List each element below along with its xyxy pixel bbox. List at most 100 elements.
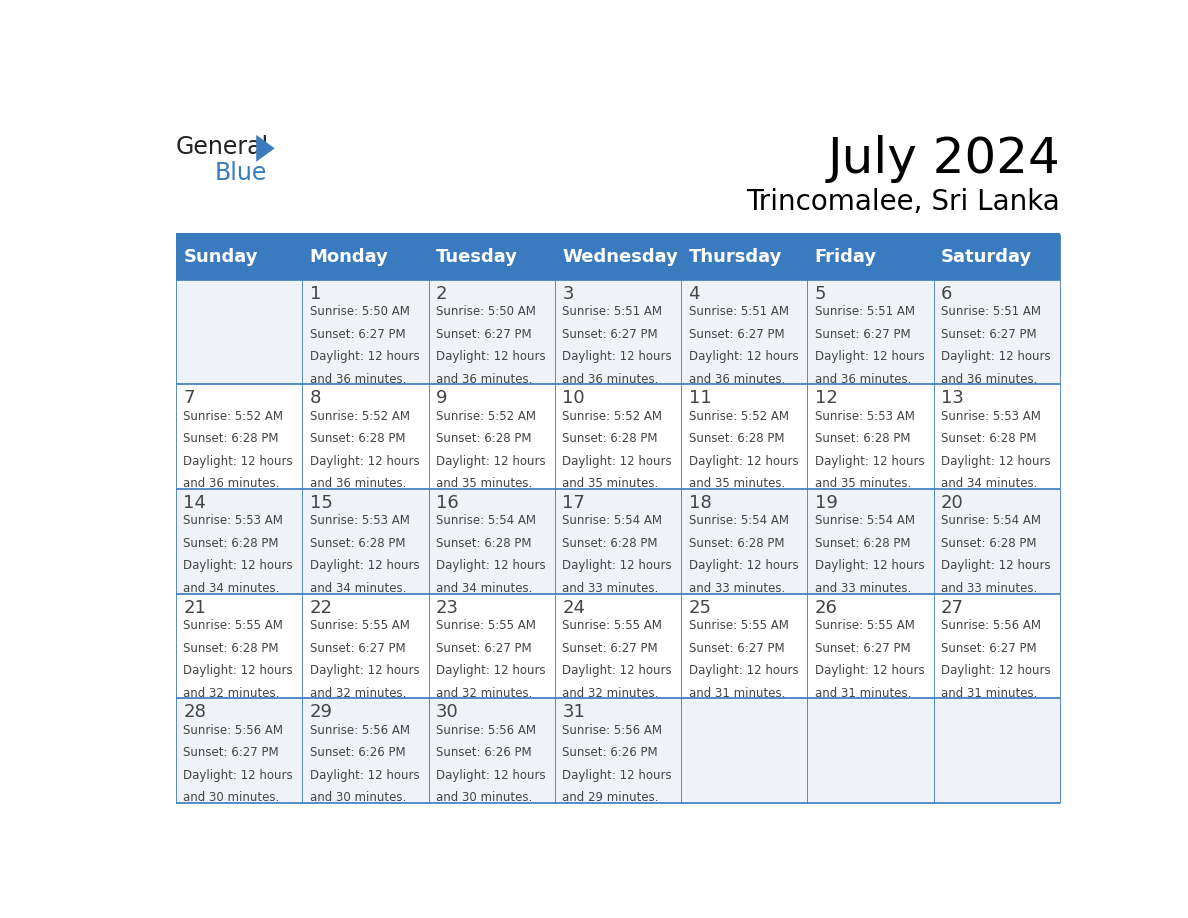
FancyBboxPatch shape xyxy=(934,489,1060,594)
Text: Daylight: 12 hours: Daylight: 12 hours xyxy=(183,559,293,573)
Text: Sunrise: 5:52 AM: Sunrise: 5:52 AM xyxy=(310,409,410,423)
Text: Sunset: 6:28 PM: Sunset: 6:28 PM xyxy=(815,537,910,550)
FancyBboxPatch shape xyxy=(176,594,303,699)
Text: 4: 4 xyxy=(689,285,700,303)
FancyBboxPatch shape xyxy=(555,234,681,280)
Text: Daylight: 12 hours: Daylight: 12 hours xyxy=(562,351,672,364)
Text: Daylight: 12 hours: Daylight: 12 hours xyxy=(436,559,545,573)
Text: and 36 minutes.: and 36 minutes. xyxy=(689,373,785,386)
Text: Daylight: 12 hours: Daylight: 12 hours xyxy=(689,351,798,364)
Text: 18: 18 xyxy=(689,494,712,512)
Text: Sunrise: 5:53 AM: Sunrise: 5:53 AM xyxy=(941,409,1041,423)
FancyBboxPatch shape xyxy=(808,594,934,699)
Text: Daylight: 12 hours: Daylight: 12 hours xyxy=(183,664,293,677)
Text: 9: 9 xyxy=(436,389,448,408)
Text: 3: 3 xyxy=(562,285,574,303)
Text: Daylight: 12 hours: Daylight: 12 hours xyxy=(815,454,924,468)
Text: Daylight: 12 hours: Daylight: 12 hours xyxy=(689,454,798,468)
Text: Sunrise: 5:53 AM: Sunrise: 5:53 AM xyxy=(183,514,284,528)
Text: Sunset: 6:27 PM: Sunset: 6:27 PM xyxy=(562,328,658,341)
Text: Sunset: 6:28 PM: Sunset: 6:28 PM xyxy=(183,432,279,445)
Text: Daylight: 12 hours: Daylight: 12 hours xyxy=(310,351,419,364)
Text: 29: 29 xyxy=(310,703,333,722)
Text: Sunset: 6:27 PM: Sunset: 6:27 PM xyxy=(436,328,532,341)
Text: 2: 2 xyxy=(436,285,448,303)
Text: Sunrise: 5:55 AM: Sunrise: 5:55 AM xyxy=(310,619,410,633)
Text: Sunset: 6:28 PM: Sunset: 6:28 PM xyxy=(183,537,279,550)
FancyBboxPatch shape xyxy=(555,489,681,594)
Text: 13: 13 xyxy=(941,389,963,408)
Text: 5: 5 xyxy=(815,285,827,303)
Text: Wednesday: Wednesday xyxy=(562,248,678,266)
Text: Daylight: 12 hours: Daylight: 12 hours xyxy=(310,454,419,468)
Text: Sunrise: 5:55 AM: Sunrise: 5:55 AM xyxy=(436,619,536,633)
Text: and 36 minutes.: and 36 minutes. xyxy=(183,477,280,490)
Text: 8: 8 xyxy=(310,389,321,408)
Text: Sunrise: 5:51 AM: Sunrise: 5:51 AM xyxy=(689,306,789,319)
Text: Daylight: 12 hours: Daylight: 12 hours xyxy=(815,664,924,677)
FancyBboxPatch shape xyxy=(681,489,808,594)
Text: Sunset: 6:27 PM: Sunset: 6:27 PM xyxy=(436,642,532,655)
Text: and 33 minutes.: and 33 minutes. xyxy=(689,582,785,595)
Text: Sunset: 6:28 PM: Sunset: 6:28 PM xyxy=(815,432,910,445)
Text: Sunrise: 5:55 AM: Sunrise: 5:55 AM xyxy=(815,619,915,633)
Text: Sunrise: 5:54 AM: Sunrise: 5:54 AM xyxy=(562,514,662,528)
Text: and 35 minutes.: and 35 minutes. xyxy=(562,477,658,490)
Text: and 34 minutes.: and 34 minutes. xyxy=(941,477,1037,490)
FancyBboxPatch shape xyxy=(176,385,303,489)
Text: Sunset: 6:27 PM: Sunset: 6:27 PM xyxy=(183,746,279,759)
Text: 17: 17 xyxy=(562,494,586,512)
Text: Daylight: 12 hours: Daylight: 12 hours xyxy=(436,664,545,677)
Text: Daylight: 12 hours: Daylight: 12 hours xyxy=(562,454,672,468)
Text: Daylight: 12 hours: Daylight: 12 hours xyxy=(436,454,545,468)
Text: Daylight: 12 hours: Daylight: 12 hours xyxy=(941,664,1050,677)
Text: Thursday: Thursday xyxy=(689,248,782,266)
Text: Sunset: 6:28 PM: Sunset: 6:28 PM xyxy=(941,537,1037,550)
Text: Sunrise: 5:54 AM: Sunrise: 5:54 AM xyxy=(689,514,789,528)
Text: 7: 7 xyxy=(183,389,195,408)
Text: Tuesday: Tuesday xyxy=(436,248,518,266)
Text: Sunset: 6:27 PM: Sunset: 6:27 PM xyxy=(310,642,405,655)
Text: Sunset: 6:27 PM: Sunset: 6:27 PM xyxy=(562,642,658,655)
Text: Sunrise: 5:52 AM: Sunrise: 5:52 AM xyxy=(562,409,662,423)
Text: July 2024: July 2024 xyxy=(827,135,1060,183)
FancyBboxPatch shape xyxy=(303,699,429,803)
Text: Sunrise: 5:51 AM: Sunrise: 5:51 AM xyxy=(562,306,662,319)
Text: and 33 minutes.: and 33 minutes. xyxy=(815,582,911,595)
Text: and 35 minutes.: and 35 minutes. xyxy=(436,477,532,490)
Text: 23: 23 xyxy=(436,599,459,617)
Text: Sunrise: 5:56 AM: Sunrise: 5:56 AM xyxy=(562,723,662,737)
Text: Sunset: 6:27 PM: Sunset: 6:27 PM xyxy=(941,328,1037,341)
FancyBboxPatch shape xyxy=(176,234,303,280)
FancyBboxPatch shape xyxy=(303,489,429,594)
Text: Sunset: 6:28 PM: Sunset: 6:28 PM xyxy=(436,432,531,445)
Text: and 30 minutes.: and 30 minutes. xyxy=(183,791,279,804)
Text: Daylight: 12 hours: Daylight: 12 hours xyxy=(310,664,419,677)
Text: Sunrise: 5:54 AM: Sunrise: 5:54 AM xyxy=(941,514,1041,528)
Text: Sunrise: 5:56 AM: Sunrise: 5:56 AM xyxy=(436,723,536,737)
FancyBboxPatch shape xyxy=(934,594,1060,699)
Text: and 30 minutes.: and 30 minutes. xyxy=(310,791,406,804)
Text: 12: 12 xyxy=(815,389,838,408)
FancyBboxPatch shape xyxy=(429,385,555,489)
Text: Sunset: 6:28 PM: Sunset: 6:28 PM xyxy=(183,642,279,655)
FancyBboxPatch shape xyxy=(303,594,429,699)
FancyBboxPatch shape xyxy=(429,594,555,699)
Text: Sunset: 6:27 PM: Sunset: 6:27 PM xyxy=(815,328,910,341)
Text: 14: 14 xyxy=(183,494,207,512)
Text: Sunrise: 5:50 AM: Sunrise: 5:50 AM xyxy=(310,306,410,319)
Text: Sunrise: 5:53 AM: Sunrise: 5:53 AM xyxy=(310,514,410,528)
Text: Daylight: 12 hours: Daylight: 12 hours xyxy=(941,559,1050,573)
Text: and 35 minutes.: and 35 minutes. xyxy=(689,477,785,490)
Text: 16: 16 xyxy=(436,494,459,512)
Text: Sunset: 6:28 PM: Sunset: 6:28 PM xyxy=(436,537,531,550)
Text: and 36 minutes.: and 36 minutes. xyxy=(815,373,911,386)
Text: Sunrise: 5:51 AM: Sunrise: 5:51 AM xyxy=(815,306,915,319)
Text: 25: 25 xyxy=(689,599,712,617)
FancyBboxPatch shape xyxy=(681,699,808,803)
Text: Sunrise: 5:52 AM: Sunrise: 5:52 AM xyxy=(183,409,284,423)
FancyBboxPatch shape xyxy=(808,489,934,594)
Text: and 36 minutes.: and 36 minutes. xyxy=(310,477,406,490)
Text: Sunrise: 5:52 AM: Sunrise: 5:52 AM xyxy=(436,409,536,423)
FancyBboxPatch shape xyxy=(555,699,681,803)
